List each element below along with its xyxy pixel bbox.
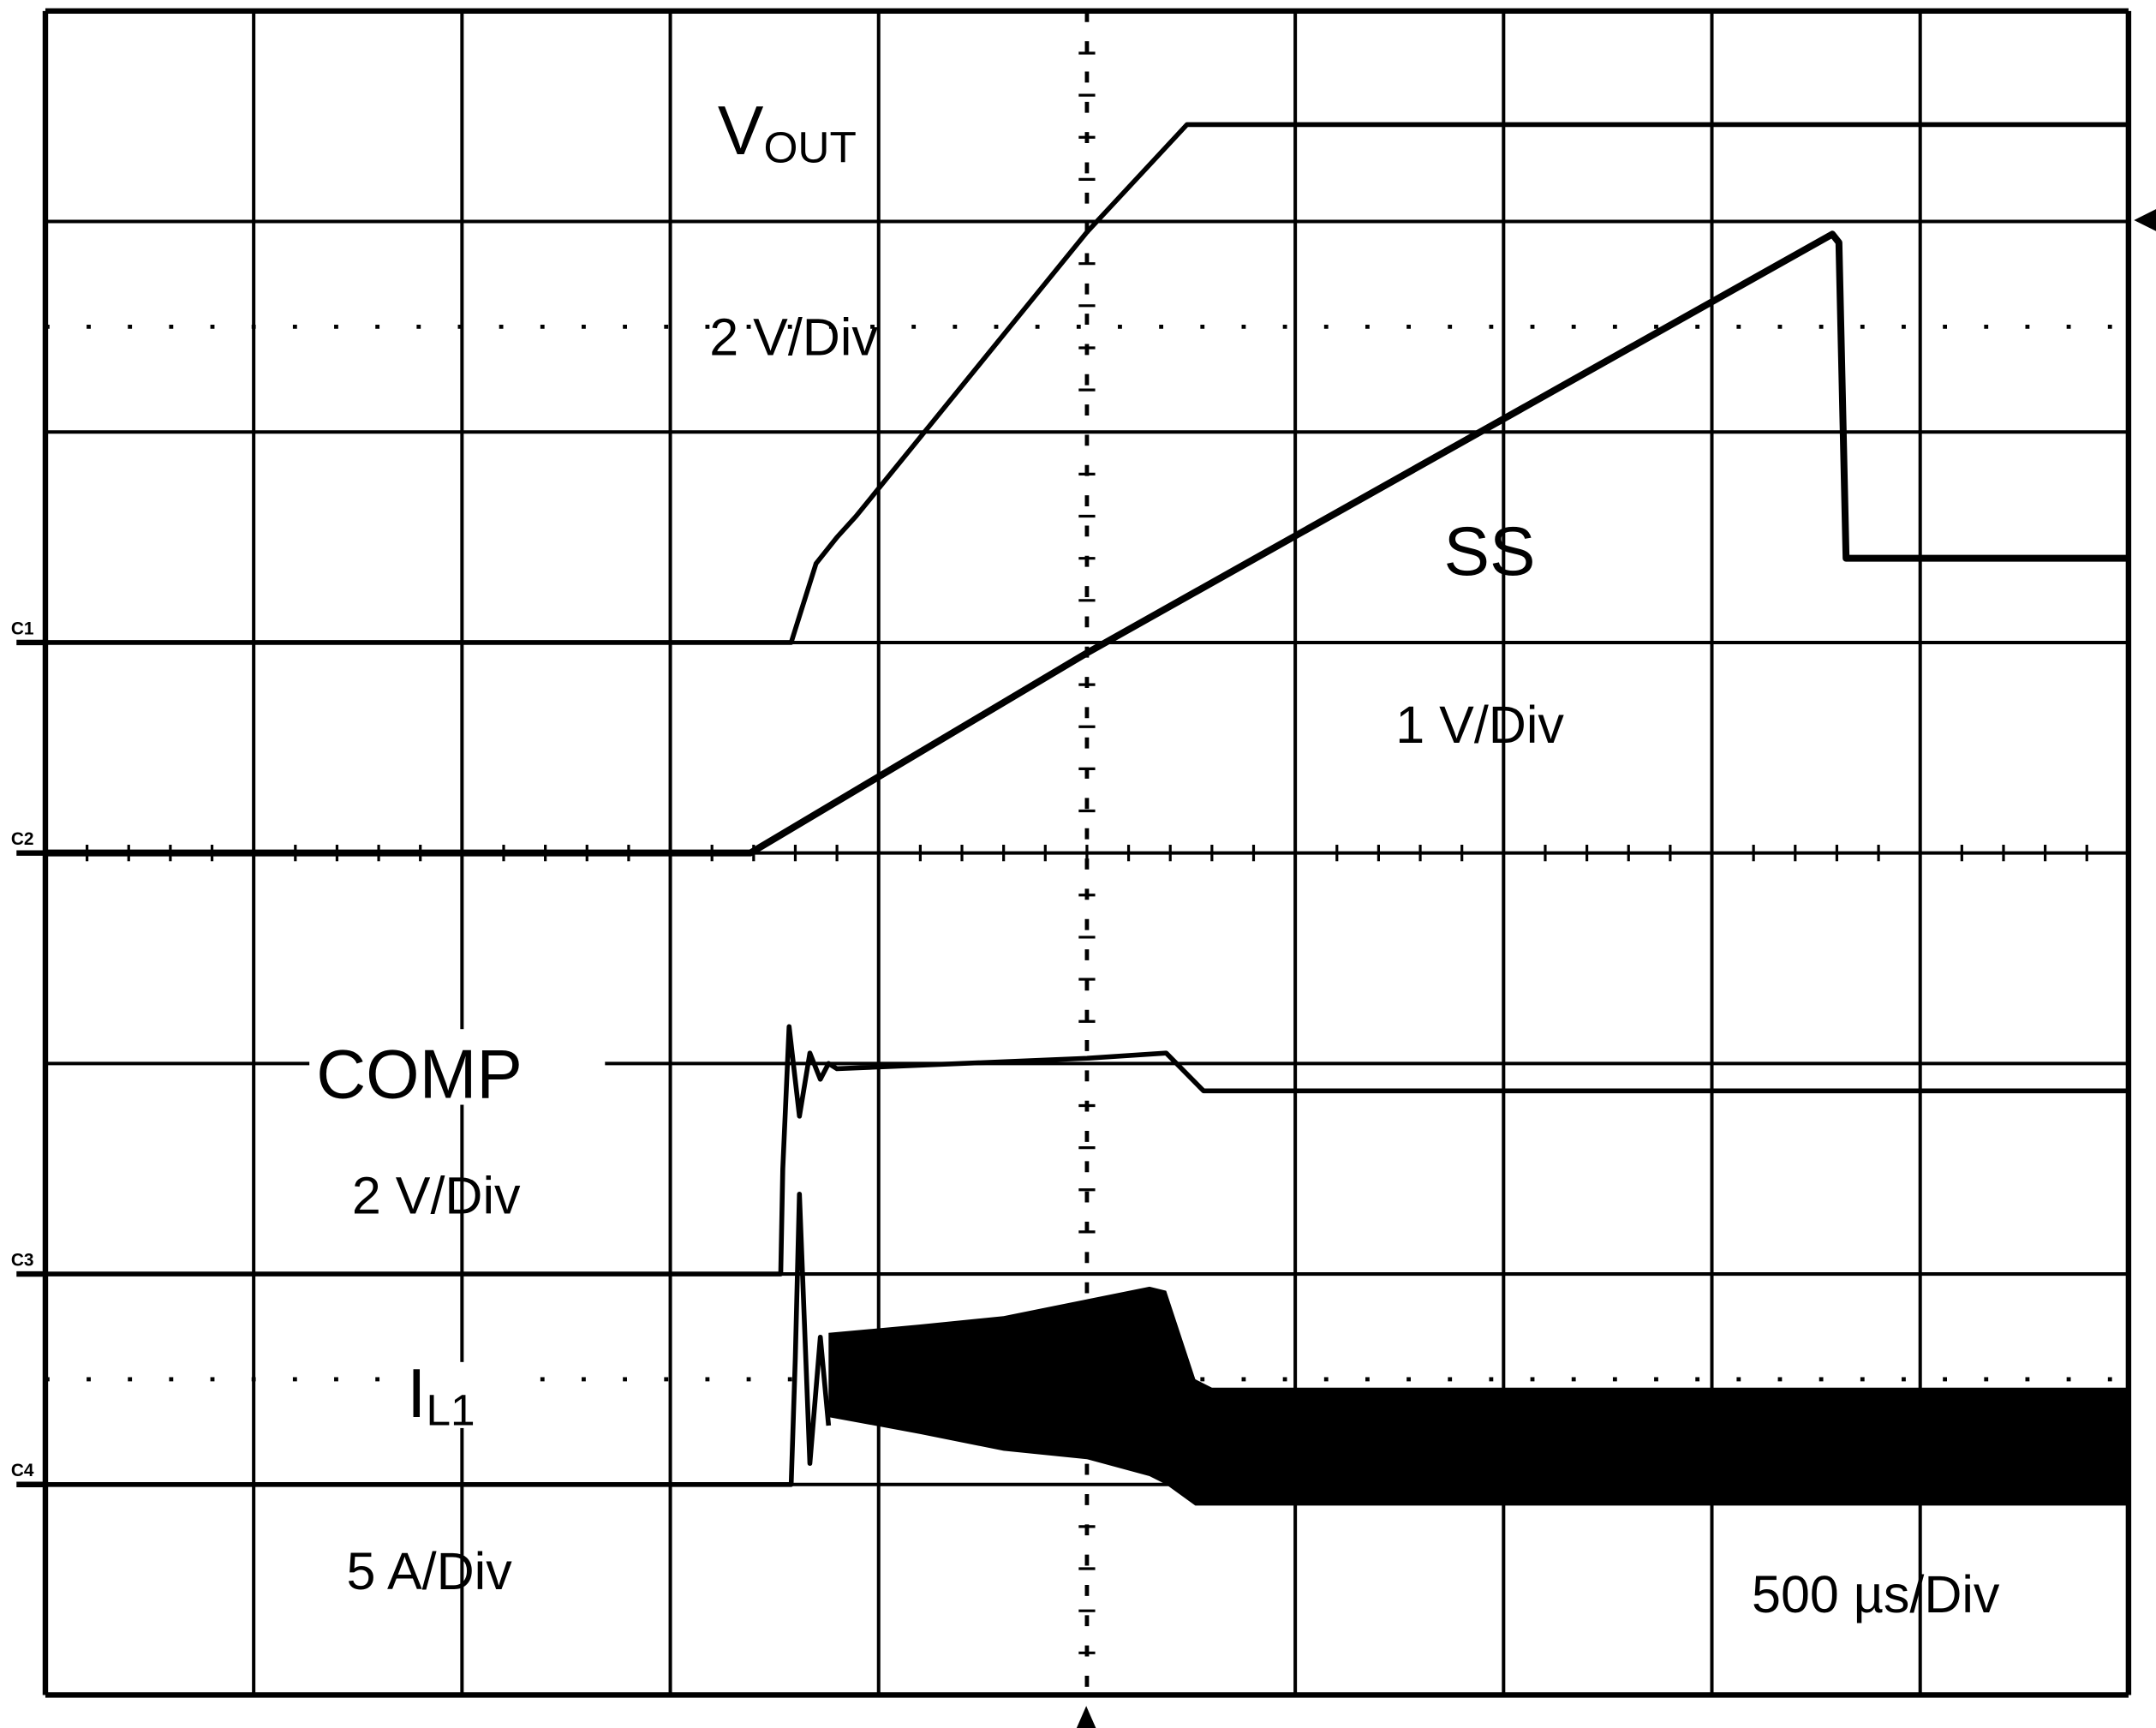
- trace-C2: [45, 230, 2129, 857]
- channel-marker-c2: C2: [11, 829, 34, 849]
- timebase-label: 500 µs/Div: [1752, 1565, 2000, 1623]
- trace-C1: [45, 122, 2129, 645]
- trigger-position-marker-icon: [1076, 1706, 1096, 1728]
- il1-label-bg: [396, 1361, 509, 1428]
- vout-label: VOUT: [718, 93, 857, 172]
- ss-scale-label: 1 V/Div: [1395, 696, 1564, 754]
- il1-label: IL1: [407, 1355, 475, 1435]
- comp-label-bg: [309, 1029, 606, 1105]
- ss-label: SS: [1443, 513, 1535, 590]
- trigger-level-marker-icon: [2134, 209, 2156, 231]
- traces: [16, 122, 2129, 1506]
- channel-marker-c1: C1: [11, 619, 34, 638]
- channel-marker-c3: C3: [11, 1250, 34, 1270]
- trace-C4: [45, 1191, 832, 1487]
- channel-marker-c4: C4: [11, 1461, 34, 1480]
- il1-scale-label: 5 A/Div: [347, 1542, 513, 1600]
- comp-label: COMP: [316, 1036, 523, 1113]
- comp-scale-label: 2 V/Div: [352, 1166, 521, 1224]
- ripple-band-C4: [828, 1286, 2129, 1506]
- trace-C3: [45, 1024, 2129, 1277]
- vout-scale-label: 2 V/Div: [709, 308, 878, 366]
